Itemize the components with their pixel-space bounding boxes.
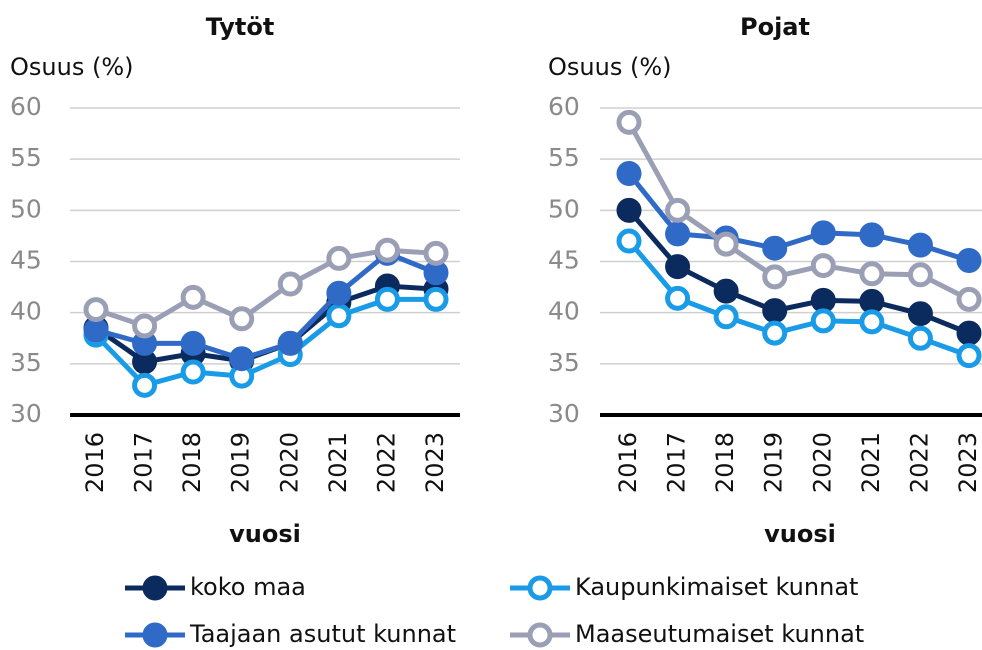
x-tick-label: 2019 bbox=[760, 432, 788, 493]
marker bbox=[277, 271, 303, 297]
y-tick-label: 40 bbox=[548, 297, 580, 326]
marker bbox=[374, 286, 400, 312]
x-axis-label: vuosi bbox=[229, 520, 301, 548]
legend-marker bbox=[142, 622, 168, 648]
marker bbox=[665, 197, 691, 223]
y-tick-label: 45 bbox=[548, 246, 580, 275]
marker bbox=[810, 287, 836, 313]
x-tick-label: 2016 bbox=[614, 432, 642, 493]
marker bbox=[277, 330, 303, 356]
marker bbox=[616, 197, 642, 223]
marker bbox=[907, 325, 933, 351]
marker bbox=[616, 109, 642, 135]
marker bbox=[956, 343, 982, 369]
marker bbox=[956, 247, 982, 273]
y-tick-label: 35 bbox=[10, 348, 42, 377]
marker bbox=[713, 304, 739, 330]
marker bbox=[326, 245, 352, 271]
legend-label: Maaseutumaiset kunnat bbox=[575, 620, 864, 648]
marker bbox=[810, 308, 836, 334]
marker bbox=[83, 317, 109, 343]
marker bbox=[229, 346, 255, 372]
marker bbox=[132, 372, 158, 398]
x-tick-label: 2022 bbox=[905, 432, 933, 493]
marker bbox=[907, 301, 933, 327]
marker bbox=[326, 280, 352, 306]
y-tick-label: 40 bbox=[10, 297, 42, 326]
x-tick-label: 2020 bbox=[275, 432, 303, 493]
marker bbox=[907, 232, 933, 258]
x-tick-label: 2020 bbox=[808, 432, 836, 493]
chart-title: Pojat bbox=[740, 13, 810, 41]
marker bbox=[762, 235, 788, 261]
marker bbox=[616, 228, 642, 254]
legend-marker bbox=[527, 622, 553, 648]
marker bbox=[665, 254, 691, 280]
x-tick-label: 2023 bbox=[954, 432, 982, 493]
legend-marker bbox=[527, 575, 553, 601]
marker bbox=[713, 231, 739, 257]
x-tick-label: 2021 bbox=[857, 432, 885, 493]
y-axis-label: Osuus (%) bbox=[10, 53, 133, 81]
marker bbox=[132, 313, 158, 339]
marker bbox=[810, 220, 836, 246]
marker bbox=[762, 264, 788, 290]
marker bbox=[665, 285, 691, 311]
marker bbox=[423, 286, 449, 312]
chart-title: Tytöt bbox=[206, 13, 275, 41]
marker bbox=[180, 359, 206, 385]
x-tick-label: 2016 bbox=[81, 432, 109, 493]
legend-marker bbox=[142, 575, 168, 601]
x-tick-label: 2022 bbox=[372, 432, 400, 493]
x-axis-label: vuosi bbox=[764, 520, 836, 548]
y-tick-label: 60 bbox=[10, 92, 42, 121]
x-tick-label: 2021 bbox=[324, 432, 352, 493]
marker bbox=[859, 288, 885, 314]
marker bbox=[616, 160, 642, 186]
marker bbox=[956, 320, 982, 346]
x-tick-label: 2018 bbox=[178, 432, 206, 493]
marker bbox=[907, 262, 933, 288]
y-tick-label: 50 bbox=[548, 194, 580, 223]
marker bbox=[762, 298, 788, 324]
marker bbox=[229, 306, 255, 332]
x-tick-label: 2018 bbox=[711, 432, 739, 493]
y-tick-label: 30 bbox=[548, 399, 580, 428]
marker bbox=[83, 297, 109, 323]
marker bbox=[810, 253, 836, 279]
y-tick-label: 35 bbox=[548, 348, 580, 377]
legend-label: koko maa bbox=[190, 573, 306, 601]
x-tick-label: 2019 bbox=[227, 432, 255, 493]
y-tick-label: 55 bbox=[548, 143, 580, 172]
marker bbox=[665, 221, 691, 247]
y-tick-label: 50 bbox=[10, 194, 42, 223]
y-tick-label: 30 bbox=[10, 399, 42, 428]
marker bbox=[859, 309, 885, 335]
x-tick-label: 2017 bbox=[130, 432, 158, 493]
marker bbox=[859, 222, 885, 248]
marker bbox=[713, 278, 739, 304]
y-tick-label: 45 bbox=[10, 246, 42, 275]
marker bbox=[956, 286, 982, 312]
marker bbox=[423, 240, 449, 266]
marker bbox=[762, 320, 788, 346]
marker bbox=[180, 284, 206, 310]
x-tick-label: 2017 bbox=[663, 432, 691, 493]
marker bbox=[859, 261, 885, 287]
marker bbox=[180, 330, 206, 356]
marker bbox=[326, 303, 352, 329]
y-axis-label: Osuus (%) bbox=[548, 53, 671, 81]
x-tick-label: 2023 bbox=[421, 432, 449, 493]
legend-label: Taajaan asutut kunnat bbox=[189, 620, 456, 648]
legend-label: Kaupunkimaiset kunnat bbox=[575, 573, 858, 601]
y-tick-label: 60 bbox=[548, 92, 580, 121]
marker bbox=[374, 237, 400, 263]
y-tick-label: 55 bbox=[10, 143, 42, 172]
